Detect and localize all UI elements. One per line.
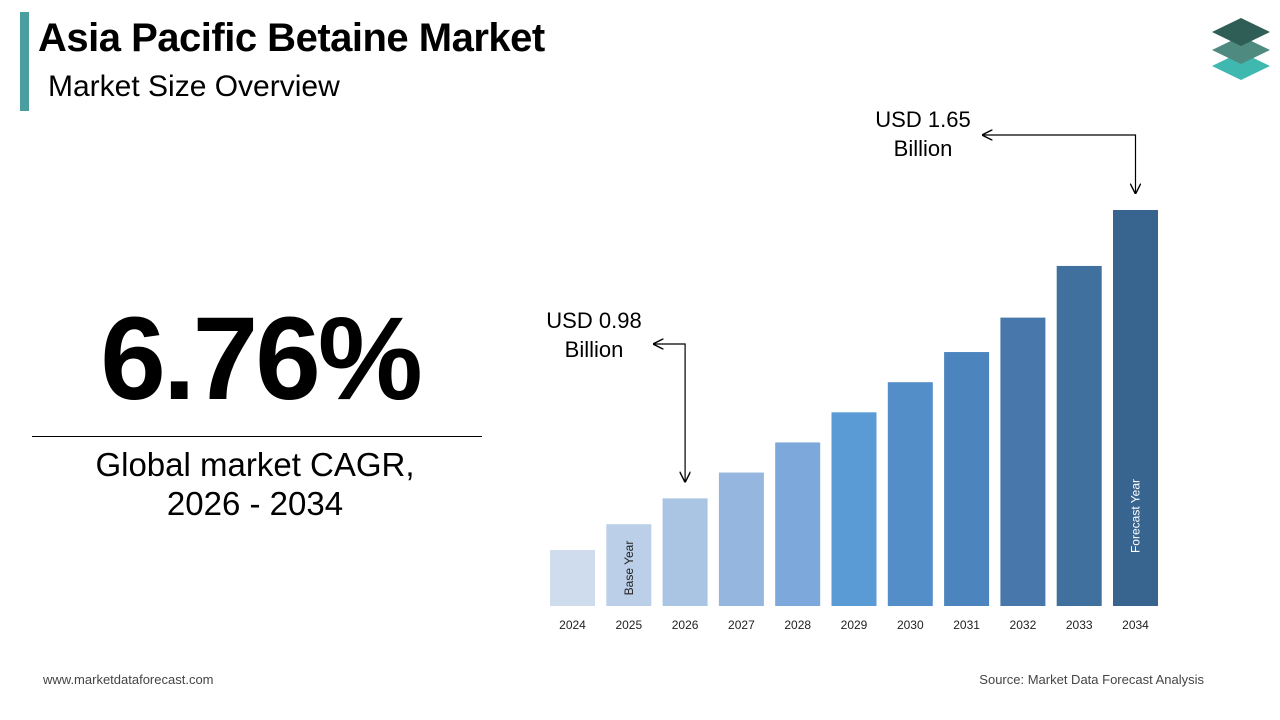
x-tick-label-2030: 2030 <box>897 618 924 632</box>
x-tick-label-2026: 2026 <box>672 618 699 632</box>
x-tick-label-2034: 2034 <box>1122 618 1149 632</box>
page-title: Asia Pacific Betaine Market <box>38 16 545 60</box>
x-tick-label-2028: 2028 <box>784 618 811 632</box>
bar-2026 <box>662 498 708 606</box>
bar-label-2025: Base Year <box>622 541 636 596</box>
bar-2031 <box>944 352 990 606</box>
annotation-unit-2034: Billion <box>894 136 953 161</box>
x-tick-label-2025: 2025 <box>615 618 642 632</box>
cagr-label-line1: Global market CAGR, <box>95 446 415 483</box>
logo-layer-middle <box>1212 36 1270 64</box>
x-tick-label-2031: 2031 <box>953 618 980 632</box>
bar-2032 <box>1000 317 1046 606</box>
bar-2029 <box>831 412 877 606</box>
x-tick-label-2033: 2033 <box>1066 618 1093 632</box>
bar-2028 <box>775 442 821 606</box>
logo-icon <box>1212 18 1270 80</box>
cagr-value: 6.76% <box>100 293 423 425</box>
x-tick-label-2032: 2032 <box>1010 618 1037 632</box>
annotation-value-2034: USD 1.65 <box>875 107 970 132</box>
cagr-label: Global market CAGR, 2026 - 2034 <box>20 445 490 523</box>
logo-layer-bottom <box>1212 52 1270 80</box>
cagr-label-line2: 2026 - 2034 <box>166 485 344 522</box>
bar-label-2034: Forecast Year <box>1129 479 1143 553</box>
cagr-divider <box>32 436 482 437</box>
footer-website: www.marketdataforecast.com <box>43 672 214 687</box>
x-tick-label-2029: 2029 <box>841 618 868 632</box>
bar-2024 <box>550 550 595 606</box>
page-subtitle: Market Size Overview <box>48 70 340 103</box>
bar-2030 <box>887 382 933 606</box>
x-tick-label-2024: 2024 <box>559 618 586 632</box>
bar-2025 <box>606 524 652 606</box>
bar-2033 <box>1056 265 1102 606</box>
bar-2034 <box>1113 210 1158 606</box>
x-tick-label-2027: 2027 <box>728 618 755 632</box>
title-accent-bar <box>20 12 29 111</box>
bar-2027 <box>718 472 764 606</box>
annotation-unit-2026: Billion <box>565 337 624 362</box>
annotation-value-2026: USD 0.98 <box>546 308 641 333</box>
logo-layer-top <box>1212 18 1270 46</box>
annotation-arrow-2026 <box>654 344 685 481</box>
annotation-arrow-2034 <box>983 135 1136 193</box>
footer-source: Source: Market Data Forecast Analysis <box>979 672 1204 687</box>
